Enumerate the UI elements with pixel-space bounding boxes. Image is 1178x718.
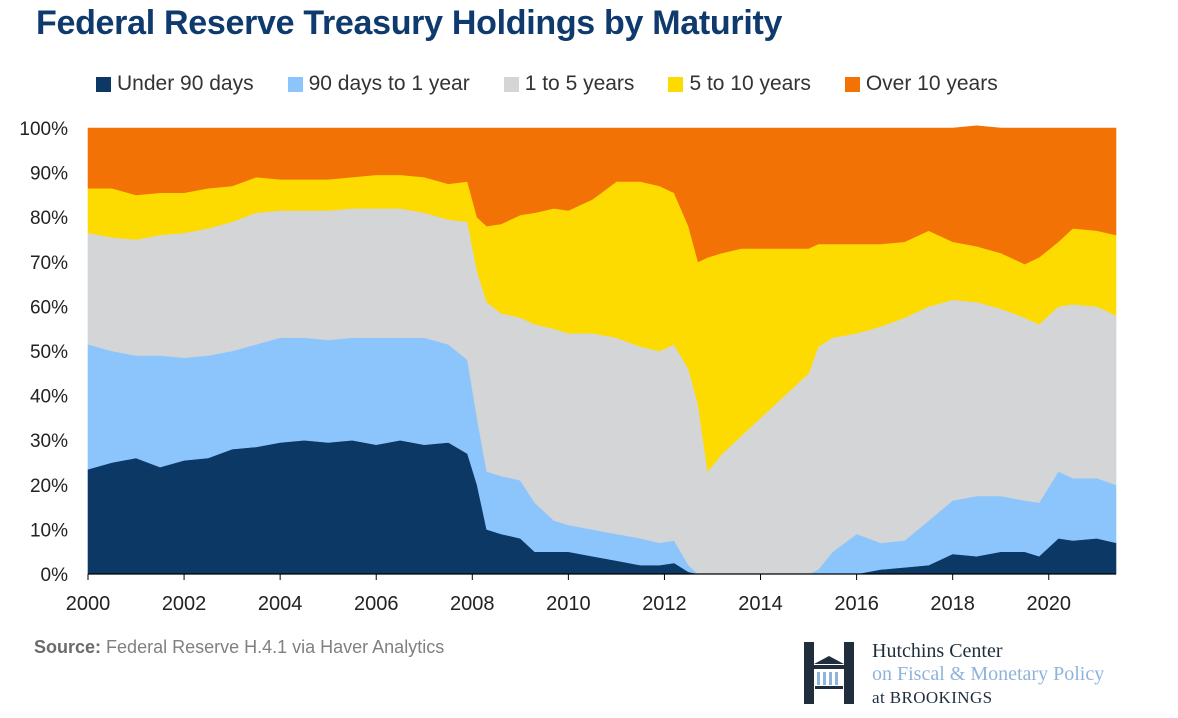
source-note: Source: Federal Reserve H.4.1 via Haver … xyxy=(34,637,444,658)
y-tick-label: 90% xyxy=(30,164,68,185)
y-tick-label: 60% xyxy=(30,297,68,318)
legend-item-1-to-5-years: 1 to 5 years xyxy=(503,72,635,96)
legend-label-90-days-to-1-year: 90 days to 1 year xyxy=(308,72,470,95)
logo-line-fiscal-monetary: on Fiscal & Monetary Policy xyxy=(872,663,1105,685)
y-tick-label: 30% xyxy=(30,431,68,452)
legend-swatch-under-90-days xyxy=(96,76,111,92)
x-tick-label: 2018 xyxy=(930,593,975,615)
x-tick-label: 2010 xyxy=(546,593,591,615)
chart-legend: Under 90 days 90 days to 1 year 1 to 5 y… xyxy=(96,72,998,96)
x-tick-label: 2012 xyxy=(642,593,687,615)
x-tick-label: 2014 xyxy=(738,593,783,615)
legend-item-under-90-days: Under 90 days xyxy=(96,72,254,96)
x-tick-label: 2008 xyxy=(450,593,495,615)
y-tick-label: 50% xyxy=(30,342,68,363)
y-tick-label: 40% xyxy=(30,387,68,408)
y-tick-label: 100% xyxy=(19,119,68,140)
x-tick-label: 2002 xyxy=(162,593,207,615)
legend-label-1-to-5-years: 1 to 5 years xyxy=(524,72,635,95)
legend-swatch-90-days-to-1-year xyxy=(287,76,303,92)
x-tick-label: 2006 xyxy=(354,593,399,615)
y-tick-label: 20% xyxy=(30,476,68,497)
logo-text: Hutchins Center on Fiscal & Monetary Pol… xyxy=(872,640,1104,709)
y-tick-label: 0% xyxy=(41,565,69,586)
stacked-area-chart: 0% 10% 20% 30% 40% 50% 60% 70% 80% 90% 100% 2000 200… xyxy=(19,119,1117,615)
legend-swatch-5-to-10-years xyxy=(668,76,684,92)
legend-item-5-to-10-years: 5 to 10 years xyxy=(668,72,811,96)
x-tick-label: 2020 xyxy=(1026,593,1071,615)
x-tick-label: 2000 xyxy=(66,593,111,615)
legend-label-5-to-10-years: 5 to 10 years xyxy=(689,72,811,95)
legend-label-over-10-years: Over 10 years xyxy=(865,72,998,95)
x-tick-label: 2016 xyxy=(834,593,879,615)
legend-swatch-over-10-years xyxy=(844,76,860,92)
legend-item-over-10-years: Over 10 years xyxy=(844,72,998,96)
hutchins-center-logo: Hutchins Center on Fiscal & Monetary Pol… xyxy=(800,640,1160,710)
y-tick-label: 10% xyxy=(30,520,68,541)
legend-label-under-90-days: Under 90 days xyxy=(117,72,254,95)
source-text: Federal Reserve H.4.1 via Haver Analytic… xyxy=(106,637,445,657)
chart-title: Federal Reserve Treasury Holdings by Mat… xyxy=(36,4,783,42)
logo-line-hutchins-center: Hutchins Center xyxy=(872,640,1003,662)
area-series-over-10-years xyxy=(87,125,1117,265)
y-tick-label: 70% xyxy=(30,253,68,274)
logo-line-brookings: at BROOKINGS xyxy=(872,688,993,707)
brookings-h-building-icon xyxy=(804,642,854,704)
legend-swatch-1-to-5-years xyxy=(503,76,519,92)
source-label: Source: xyxy=(34,637,102,657)
x-tick-label: 2004 xyxy=(258,593,303,615)
y-tick-label: 80% xyxy=(30,208,68,229)
legend-item-90-days-to-1-year: 90 days to 1 year xyxy=(287,72,470,96)
